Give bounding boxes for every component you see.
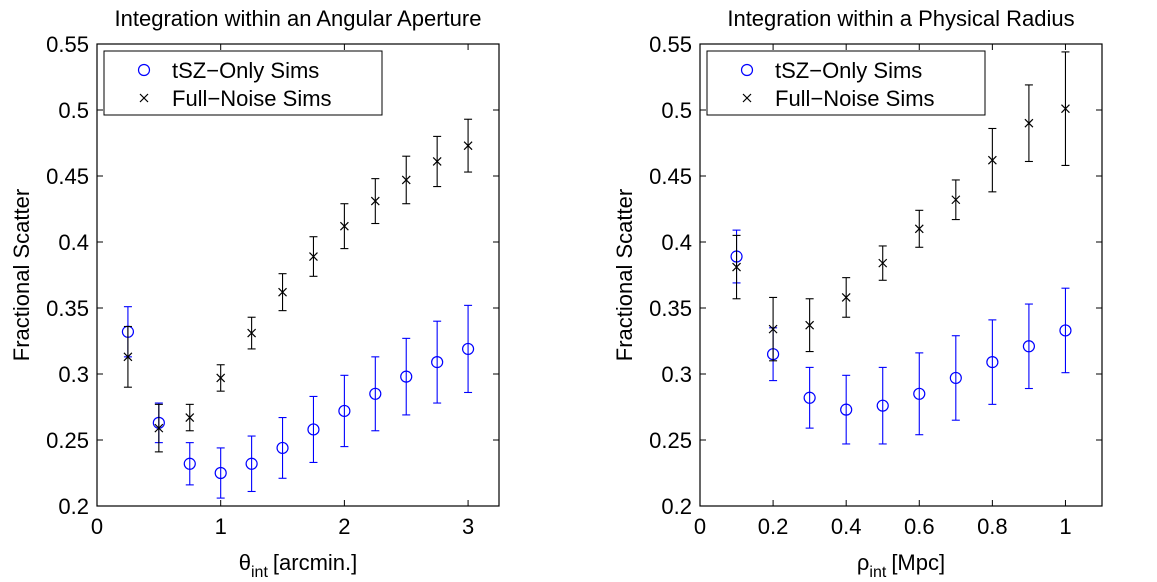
data-point-cross xyxy=(1061,104,1070,114)
plot-frame xyxy=(96,43,500,507)
y-axis-label: Fractional Scatter xyxy=(612,189,637,361)
x-tick-label: 0 xyxy=(91,514,103,539)
data-point-cross xyxy=(123,352,133,362)
x-tick-label: 0.2 xyxy=(758,514,789,539)
data-point-cross xyxy=(247,328,257,338)
data-point-circle xyxy=(803,391,816,404)
x-axis-symbol: ρ xyxy=(857,550,870,575)
data-point-circle xyxy=(307,423,320,436)
data-point-cross xyxy=(914,224,924,234)
x-axis-label: ρint [Mpc] xyxy=(857,550,945,581)
data-point-circle xyxy=(986,356,999,369)
legend-label: tSZ−Only Sims xyxy=(172,58,319,83)
x-axis-symbol: θ xyxy=(239,550,251,575)
y-tick-label: 0.25 xyxy=(46,428,89,453)
data-point-cross xyxy=(185,413,195,422)
x-axis-unit: [Mpc] xyxy=(891,550,945,575)
legend-box xyxy=(103,50,383,116)
x-tick-label: 1 xyxy=(215,514,227,539)
data-point-cross xyxy=(768,324,778,334)
data-point-cross xyxy=(339,221,349,231)
data-point-cross xyxy=(463,141,473,151)
y-tick-label: 0.5 xyxy=(58,98,89,123)
chart-angular-aperture: 0 1 2 3 0.2 0.25 0.3 0.35 0.4 0.45 0.5 0.55 Integrat… xyxy=(9,6,500,581)
chart-title: Integration within a Physical Radius xyxy=(727,6,1074,31)
x-axis-subscript: int xyxy=(869,564,886,581)
y-tick-label: 0.4 xyxy=(58,230,89,255)
data-point-circle xyxy=(245,457,258,470)
legend-box xyxy=(706,50,986,116)
data-point-cross xyxy=(432,157,442,166)
y-tick-label: 0.45 xyxy=(46,164,89,189)
data-point-cross xyxy=(370,196,380,206)
data-point-cross xyxy=(309,252,318,261)
legend-marker-cross xyxy=(139,93,149,103)
data-point-circle xyxy=(1059,324,1072,337)
legend-marker-circle xyxy=(740,63,754,77)
chart-physical-radius: 0 0.2 0.4 0.6 0.8 10.20.250.30.350.40.450.50.… xyxy=(612,6,1103,581)
data-point-cross xyxy=(401,175,411,185)
y-tick-label: 0.45 xyxy=(649,164,692,189)
data-point-circle xyxy=(276,441,289,455)
data-point-circle xyxy=(369,387,382,400)
series-full-noise xyxy=(732,51,1070,362)
x-tick-label: 0.8 xyxy=(977,514,1008,539)
legend-marker-circle xyxy=(137,63,151,77)
series-full-noise xyxy=(123,118,473,453)
data-point-circle xyxy=(949,371,962,385)
data-point-cross xyxy=(987,155,997,165)
x-tick-label: 0 xyxy=(694,514,706,539)
legend-marker-cross xyxy=(742,93,752,103)
chart-title: Integration within an Angular Aperture xyxy=(115,6,482,31)
y-tick-label: 0.55 xyxy=(649,32,692,57)
y-tick-label: 0.4 xyxy=(661,230,692,255)
y-tick-label: 0.55 xyxy=(46,32,89,57)
y-tick-label: 0.35 xyxy=(649,296,692,321)
data-point-cross xyxy=(732,262,741,272)
data-point-cross xyxy=(878,258,888,268)
plot-frame xyxy=(699,43,1103,507)
x-tick-label: 0.6 xyxy=(904,514,935,539)
data-point-circle xyxy=(400,370,413,383)
x-tick-label: 3 xyxy=(462,514,474,539)
legend: tSZ−Only Sims Full−Noise Sims xyxy=(103,50,383,116)
x-tick-label: 1 xyxy=(1059,514,1071,539)
x-axis-subscript: int xyxy=(251,564,268,581)
data-point-cross xyxy=(154,423,164,433)
legend: tSZ−Only Sims Full−Noise Sims xyxy=(706,50,986,116)
x-axis-unit: [arcmin.] xyxy=(273,550,357,575)
data-point-cross xyxy=(216,373,226,383)
data-point-cross xyxy=(951,195,961,205)
data-point-circle xyxy=(461,342,475,356)
data-point-circle xyxy=(913,387,926,400)
series-tsz-only xyxy=(121,304,475,499)
series-tsz-only xyxy=(730,229,1072,445)
data-point-circle xyxy=(431,356,444,369)
y-tick-label: 0.5 xyxy=(661,98,692,123)
data-point-cross xyxy=(1024,118,1034,128)
y-axis-label: Fractional Scatter xyxy=(9,189,34,361)
y-tick-label: 0.3 xyxy=(661,362,692,387)
data-point-cross xyxy=(278,287,287,297)
data-point-circle xyxy=(840,403,853,416)
legend-label: tSZ−Only Sims xyxy=(775,58,922,83)
y-tick-label: 0.25 xyxy=(649,428,692,453)
y-tick-label: 0.35 xyxy=(46,296,89,321)
data-point-circle xyxy=(214,466,227,480)
x-tick-label: 2 xyxy=(338,514,350,539)
data-point-cross xyxy=(841,293,851,302)
y-tick-label: 0.2 xyxy=(661,494,692,519)
x-axis-label: θint [arcmin.] xyxy=(239,550,358,581)
data-point-circle xyxy=(183,457,196,470)
y-tick-label: 0.2 xyxy=(58,494,89,519)
x-tick-label: 0.4 xyxy=(831,514,862,539)
legend-label: Full−Noise Sims xyxy=(172,86,332,111)
data-point-circle xyxy=(876,399,889,412)
y-tick-label: 0.3 xyxy=(58,362,89,387)
data-point-circle xyxy=(1022,340,1036,353)
legend-label: Full−Noise Sims xyxy=(775,86,935,111)
data-point-circle xyxy=(338,404,351,418)
data-point-cross xyxy=(805,320,815,330)
